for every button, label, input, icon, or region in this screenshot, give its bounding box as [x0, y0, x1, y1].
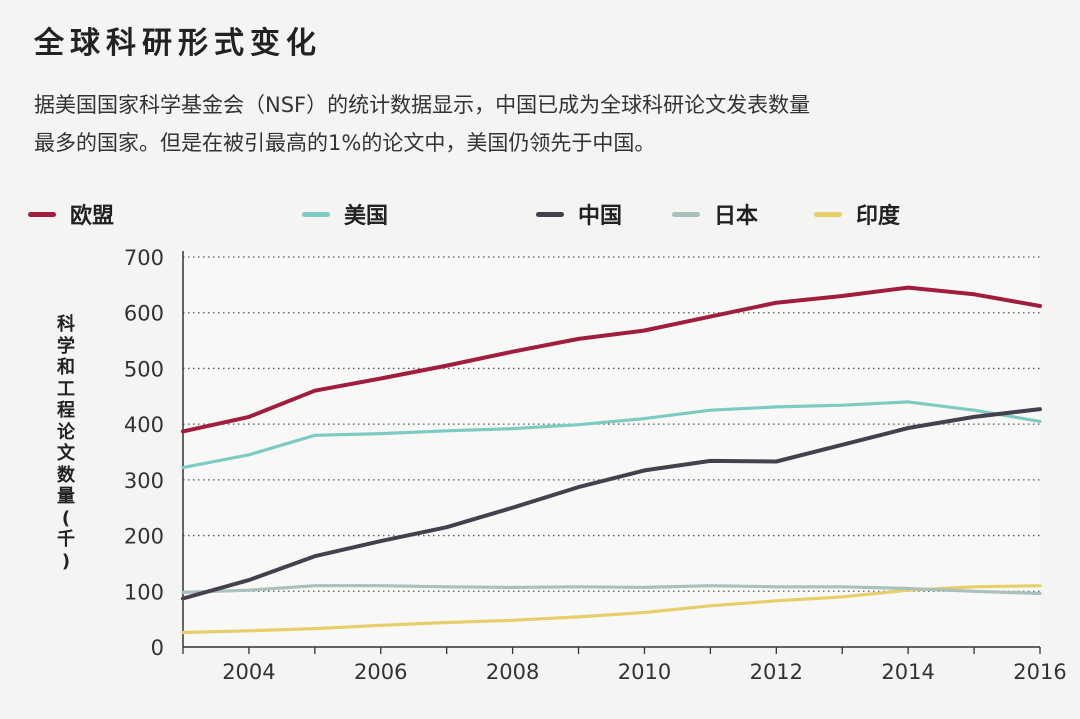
legend-swatch-china — [536, 211, 564, 217]
legend-label-us: 美国 — [344, 204, 389, 229]
x-tick-label: 2012 — [750, 660, 803, 684]
x-tick-label: 2016 — [1013, 660, 1066, 684]
x-tick-label: 2010 — [618, 660, 671, 684]
legend-swatch-india — [814, 211, 842, 217]
y-axis-label: 科学和工程论文数量(千) — [52, 314, 80, 572]
y-axis-label-char: 文 — [57, 443, 75, 464]
subtitle: 据美国国家科学基金会（NSF）的统计数据显示，中国已成为全球科研论文发表数量 最… — [34, 86, 1044, 162]
y-axis-label-char: 论 — [57, 421, 75, 443]
legend-label-japan: 日本 — [714, 204, 759, 229]
y-axis-label-char: 量 — [57, 486, 75, 507]
legend-label-eu: 欧盟 — [70, 204, 115, 229]
y-tick-label: 200 — [124, 525, 164, 549]
legend-label-china: 中国 — [578, 204, 623, 229]
legend-swatch-us — [302, 211, 330, 217]
legend-item-china: 中国 — [536, 196, 622, 232]
y-tick-label: 500 — [124, 357, 164, 381]
y-tick-label: 400 — [124, 413, 164, 437]
legend-item-eu: 欧盟 — [28, 196, 114, 232]
y-tick-label: 100 — [124, 580, 164, 604]
y-tick-label: 700 — [124, 246, 164, 270]
series-line-eu — [181, 285, 1042, 434]
y-axis-label-char: 学 — [57, 335, 75, 357]
y-tick-label: 0 — [151, 636, 164, 660]
y-axis-label-char: 和 — [57, 357, 75, 378]
y-axis-label-char: 千 — [57, 529, 75, 550]
x-tick-label: 2014 — [881, 660, 934, 684]
legend-label-india: 印度 — [856, 204, 901, 229]
y-axis-label-char: 程 — [57, 400, 75, 421]
legend-swatch-japan — [672, 211, 700, 217]
series-line-india — [181, 584, 1042, 635]
x-tick-label: 2006 — [354, 660, 407, 684]
chart-legend: 欧盟 美国 中国 日本 印度 — [0, 196, 1080, 232]
subtitle-line-1: 据美国国家科学基金会（NSF）的统计数据显示，中国已成为全球科研论文发表数量 — [34, 93, 811, 117]
y-tick-label: 600 — [124, 302, 164, 326]
legend-item-us: 美国 — [302, 196, 388, 232]
y-axis-label-char: ( — [61, 507, 71, 529]
subtitle-line-2: 最多的国家。但是在被引最高的1%的论文中，美国仍领先于中国。 — [34, 131, 656, 155]
plot-area — [183, 251, 1040, 647]
y-axis-label-char: 科 — [57, 314, 75, 335]
legend-swatch-eu — [28, 211, 56, 217]
y-tick-label: 300 — [124, 469, 164, 493]
page-title: 全球科研形式变化 — [34, 26, 322, 61]
series-line-china — [181, 407, 1042, 601]
x-tick-label: 2008 — [486, 660, 539, 684]
legend-item-japan: 日本 — [672, 196, 758, 232]
series-line-us — [181, 400, 1042, 470]
x-tick-label: 2004 — [222, 660, 275, 684]
legend-item-india: 印度 — [814, 196, 900, 232]
y-axis-label-char: ) — [61, 550, 71, 572]
series-line-japan — [181, 584, 1042, 596]
y-axis-label-char: 数 — [57, 464, 75, 486]
y-axis-label-char: 工 — [57, 378, 75, 400]
